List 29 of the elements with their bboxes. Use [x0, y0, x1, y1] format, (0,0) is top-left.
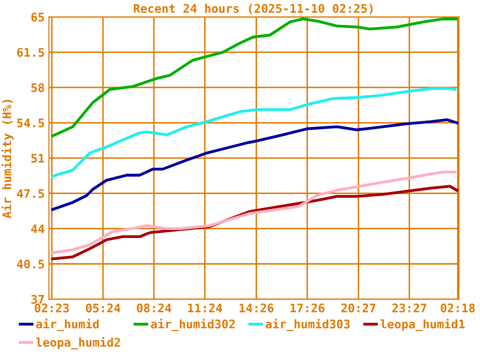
- line-series: [51, 118, 458, 211]
- legend-label: leopa_humid1: [380, 318, 465, 332]
- line-series: [51, 18, 458, 138]
- chart-title: Recent 24 hours (2025-11-10 02:25): [134, 4, 373, 14]
- x-tick-label: 20:27: [341, 304, 376, 312]
- y-tick-label: 44: [31, 224, 44, 234]
- x-tick-label: 17:26: [290, 304, 324, 312]
- x-tick-label: 11:24: [188, 304, 222, 312]
- legend-label: air_humid303: [266, 318, 350, 332]
- line-series: [51, 87, 456, 178]
- legend-label: air_humid302: [150, 318, 235, 332]
- legend-label: air_humid: [36, 318, 99, 332]
- y-tick-label: 37: [31, 294, 44, 304]
- y-tick-label: 61.5: [17, 48, 44, 57]
- x-tick-label: 02:18: [440, 304, 475, 312]
- legend-label: leopa_humid2: [36, 336, 120, 350]
- y-tick-label: 51: [31, 154, 44, 163]
- x-tick-label: 02:23: [34, 304, 69, 312]
- y-tick-label: 58: [31, 83, 44, 92]
- y-tick-label: 47.5: [16, 189, 44, 198]
- x-tick-label: 05:24: [86, 304, 120, 312]
- x-tick-label: 08:24: [136, 304, 172, 312]
- y-tick-label: 54.5: [17, 118, 44, 128]
- line-series: [51, 170, 456, 254]
- x-tick-label: 14:26: [240, 304, 274, 312]
- x-tick-label: 23:27: [392, 304, 426, 312]
- y-axis-title: Air humidity (H%): [2, 100, 14, 218]
- y-tick-label: 40.5: [16, 260, 44, 269]
- y-tick-label: 65: [31, 12, 44, 22]
